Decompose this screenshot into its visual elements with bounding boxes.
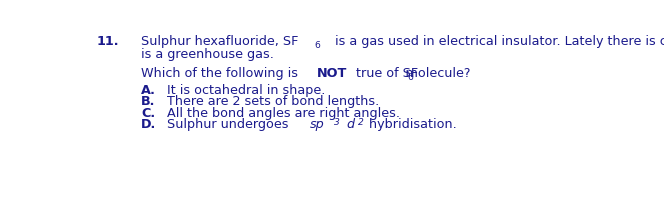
Text: Which of the following is: Which of the following is — [141, 67, 302, 80]
Text: Sulphur hexafluoride, SF: Sulphur hexafluoride, SF — [141, 35, 299, 48]
Text: C.: C. — [141, 107, 155, 120]
Text: 11.: 11. — [97, 35, 120, 48]
Text: sp: sp — [309, 118, 324, 131]
Text: 3: 3 — [334, 118, 340, 127]
Text: molecule?: molecule? — [403, 67, 471, 80]
Text: NOT: NOT — [317, 67, 347, 80]
Text: hybridisation.: hybridisation. — [365, 118, 457, 131]
Text: A.: A. — [141, 84, 156, 97]
Text: All the bond angles are right angles.: All the bond angles are right angles. — [167, 107, 400, 120]
Text: D.: D. — [141, 118, 157, 131]
Text: B.: B. — [141, 95, 155, 108]
Text: There are 2 sets of bond lengths.: There are 2 sets of bond lengths. — [167, 95, 379, 108]
Text: true of SF: true of SF — [353, 67, 418, 80]
Text: 2: 2 — [358, 118, 364, 127]
Text: 6: 6 — [407, 73, 413, 82]
Text: It is octahedral in shape.: It is octahedral in shape. — [167, 84, 325, 97]
Text: is a gas used in electrical insulator. Lately there is concern that SF: is a gas used in electrical insulator. L… — [331, 35, 664, 48]
Text: 6: 6 — [314, 41, 320, 50]
Text: is a greenhouse gas.: is a greenhouse gas. — [141, 48, 274, 61]
Text: d: d — [347, 118, 355, 131]
Text: Sulphur undergoes: Sulphur undergoes — [167, 118, 292, 131]
